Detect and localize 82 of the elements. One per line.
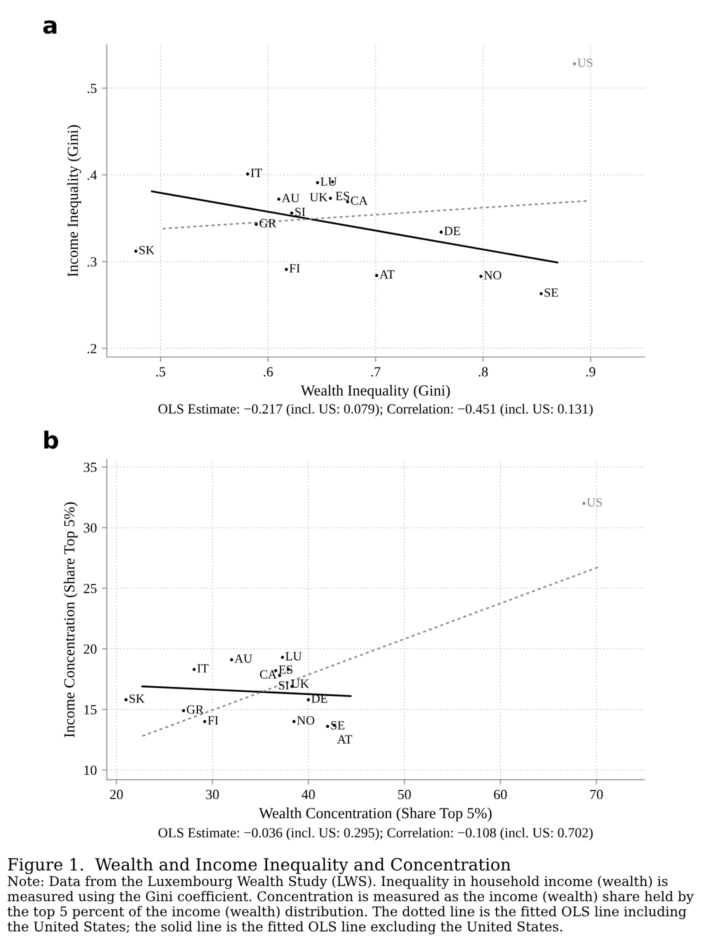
chart-title: b (44, 430, 58, 449)
data-label: AT (337, 735, 352, 744)
y-tick-label: .2 (88, 344, 96, 354)
y-tick-label: .5 (88, 84, 97, 94)
point (540, 292, 543, 296)
point (254, 222, 258, 226)
data-label: SK (139, 246, 154, 254)
point (328, 196, 332, 200)
y-tick-label: 15 (84, 705, 97, 714)
x-tick-label: 50 (398, 790, 411, 800)
x-tick-label: .6 (264, 367, 273, 377)
point (230, 658, 234, 662)
data-label: AU (282, 194, 300, 202)
y-tick-label: .3 (88, 257, 97, 267)
data-label: US (586, 498, 602, 507)
point (290, 211, 294, 215)
data-label: ES (336, 192, 350, 200)
point (246, 172, 250, 176)
point (203, 720, 206, 724)
data-label: FI (208, 716, 218, 725)
x-axis-title: Wealth Concentration (Share Top 5%) (258, 808, 492, 822)
caption: Figure 1. Wealth and Income Inequality and Concentration (8, 858, 511, 874)
y-tick-label: 35 (84, 462, 97, 472)
y-axis-title: Income Inequality (Gini) (67, 125, 82, 277)
y-tick-label: 25 (84, 584, 97, 594)
data-label: FI (289, 264, 300, 272)
data-label: LU (320, 177, 337, 186)
text: OLS Estimate: −0.036 (incl. US: 0.295); Correlation: −0.108 (incl. US: 0.702) (158, 828, 593, 840)
x-axis-title: Wealth Inequality (Gini) (300, 384, 450, 399)
point (375, 274, 378, 278)
point (572, 62, 576, 66)
y-tick-label: 20 (84, 644, 97, 654)
data-label: DE (444, 226, 460, 236)
data-label: SI (295, 208, 306, 216)
y-tick-label: .4 (88, 170, 97, 180)
data-label: GR (186, 705, 204, 714)
y-axis-title: Income Concentration (Share Top 5%) (64, 502, 78, 738)
point (440, 230, 443, 234)
point (292, 720, 296, 724)
text: Note: Data from the Luxembourg Wealth Study (LWS). Inequality in household income (wealth) is measured using the Gini coefficient. Concentration is measured as the income (wealth) share held by the top 5 percent of the income (wealth) distribution. The dotted line is the fitted OLS line including the United States; the solid line is the fitted OLS line excluding the United States. (8, 876, 694, 934)
data-label: SK (130, 694, 145, 703)
point (306, 698, 310, 702)
data-label: UK (310, 193, 328, 202)
point (182, 709, 186, 712)
point (134, 250, 138, 253)
data-label: CA (350, 196, 368, 205)
text: OLS Estimate: −0.217 (incl. US: 0.079); Correlation: −0.451 (incl. US: 0.131) (158, 404, 593, 416)
data-label: UK (291, 680, 309, 688)
point (124, 698, 128, 702)
point (284, 268, 288, 271)
data-label: GR (260, 219, 276, 228)
data-label: IT (250, 168, 262, 177)
x-tick-label: .7 (371, 367, 380, 377)
x-tick-label: .5 (156, 367, 166, 377)
data-label: IT (197, 664, 209, 672)
data-label: CA (260, 670, 277, 679)
point (277, 198, 280, 201)
point (479, 274, 482, 278)
data-label: US (578, 58, 592, 67)
data-label: NO (297, 716, 314, 725)
point (192, 668, 196, 671)
point (582, 502, 586, 505)
chart-title: a (43, 20, 56, 34)
data-label: LU (286, 652, 302, 660)
x-tick-label: 60 (494, 790, 507, 800)
x-tick-label: .8 (478, 367, 488, 377)
point (278, 674, 282, 678)
point (316, 181, 320, 184)
data-label: SI (279, 681, 289, 690)
point (280, 656, 284, 659)
point (326, 724, 330, 728)
data-label: AT (380, 270, 394, 278)
x-tick-label: .9 (586, 367, 596, 377)
data-label: AU (234, 654, 252, 663)
data-label: SE (544, 288, 558, 297)
x-tick-label: 40 (302, 790, 315, 800)
y-tick-label: 10 (84, 766, 97, 775)
y-tick-label: 30 (84, 523, 97, 533)
data-label: NO (484, 271, 502, 280)
x-tick-label: 30 (206, 790, 219, 800)
x-tick-label: 20 (110, 790, 123, 800)
x-tick-label: 70 (590, 790, 603, 800)
